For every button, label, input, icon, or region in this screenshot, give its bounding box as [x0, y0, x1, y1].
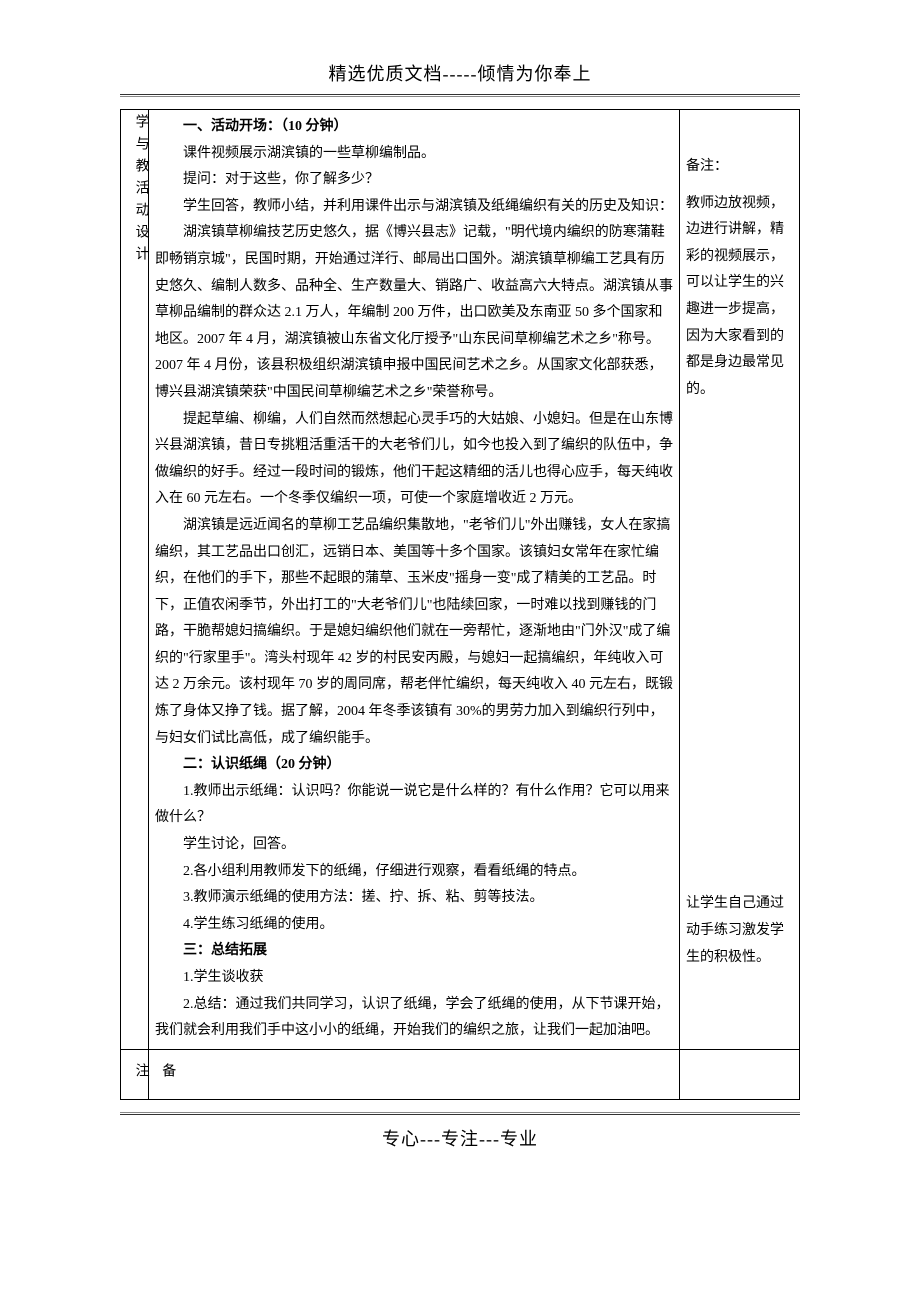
- note-block-2: 让学生自己通过动手练习激发学生的积极性。: [686, 891, 793, 971]
- page-header: 精选优质文档-----倾情为你奉上: [120, 60, 800, 86]
- section-1-title: 一、活动开场：（10 分钟）: [155, 114, 673, 141]
- content-paragraph: 1.学生谈收获: [155, 965, 673, 992]
- table-row: 备注: [121, 1049, 800, 1099]
- content-paragraph: 2.总结：通过我们共同学习，认识了纸绳，学会了纸绳的使用，从下节课开始，我们就会…: [155, 992, 673, 1045]
- header-divider: [120, 94, 800, 97]
- content-paragraph: 湖滨镇草柳编技艺历史悠久，据《博兴县志》记载，"明代境内编织的防寒蒲鞋即畅销京城…: [155, 220, 673, 406]
- sidebar-label-cell: 学与教活动设计: [121, 110, 149, 1050]
- note-label: 备注：: [686, 154, 793, 181]
- section-2-title: 二：认识纸绳（20 分钟）: [155, 752, 673, 779]
- content-paragraph: 3.教师演示纸绳的使用方法：搓、拧、拆、粘、剪等技法。: [155, 885, 673, 912]
- remark-notes-cell: [680, 1049, 800, 1099]
- content-paragraph: 课件视频展示湖滨镇的一些草柳编制品。: [155, 141, 673, 168]
- content-paragraph: 4.学生练习纸绳的使用。: [155, 912, 673, 939]
- content-paragraph: 2.各小组利用教师发下的纸绳，仔细进行观察，看看纸绳的特点。: [155, 859, 673, 886]
- footer-divider: [120, 1112, 800, 1115]
- content-paragraph: 提问：对于这些，你了解多少？: [155, 167, 673, 194]
- remark-content-cell: [149, 1049, 680, 1099]
- content-paragraph: 学生讨论，回答。: [155, 832, 673, 859]
- content-paragraph: 1.教师出示纸绳：认识吗？你能说一说它是什么样的？有什么作用？它可以用来做什么？: [155, 779, 673, 832]
- content-paragraph: 提起草编、柳编，人们自然而然想起心灵手巧的大姑娘、小媳妇。但是在山东博兴县湖滨镇…: [155, 407, 673, 513]
- content-paragraph: 学生回答，教师小结，并利用课件出示与湖滨镇及纸绳编织有关的历史及知识：: [155, 194, 673, 221]
- content-cell: 一、活动开场：（10 分钟） 课件视频展示湖滨镇的一些草柳编制品。 提问：对于这…: [149, 110, 680, 1050]
- section-3-title: 三：总结拓展: [155, 938, 673, 965]
- lesson-plan-table: 学与教活动设计 一、活动开场：（10 分钟） 课件视频展示湖滨镇的一些草柳编制品…: [120, 109, 800, 1100]
- sidebar-label: 学与教活动设计: [127, 114, 154, 268]
- remark-label-cell: 备注: [121, 1049, 149, 1099]
- table-row: 学与教活动设计 一、活动开场：（10 分钟） 课件视频展示湖滨镇的一些草柳编制品…: [121, 110, 800, 1050]
- note-block-1: 备注： 教师边放视频，边进行讲解，精彩的视频展示，可以让学生的兴趣进一步提高，因…: [686, 154, 793, 403]
- note-text: 让学生自己通过动手练习激发学生的积极性。: [686, 891, 793, 971]
- notes-cell: 备注： 教师边放视频，边进行讲解，精彩的视频展示，可以让学生的兴趣进一步提高，因…: [680, 110, 800, 1050]
- page-footer: 专心---专注---专业: [120, 1125, 800, 1151]
- content-paragraph: 湖滨镇是远近闻名的草柳工艺品编织集散地，"老爷们儿"外出赚钱，女人在家搞编织，其…: [155, 513, 673, 752]
- note-text: 教师边放视频，边进行讲解，精彩的视频展示，可以让学生的兴趣进一步提高，因为大家看…: [686, 191, 793, 404]
